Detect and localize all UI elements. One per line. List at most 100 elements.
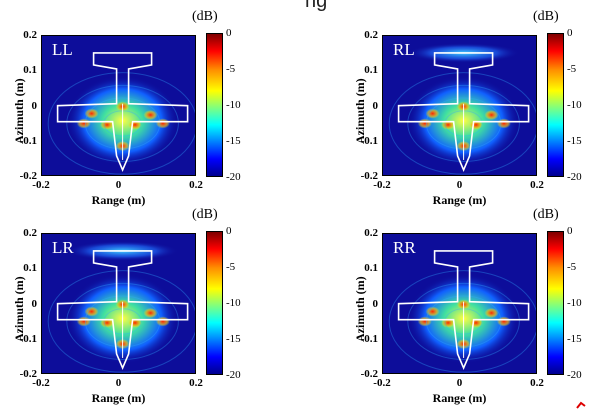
hot-spot bbox=[155, 316, 170, 327]
y-tick-label: -0.2 bbox=[360, 368, 378, 380]
y-tick-label: 0 bbox=[372, 297, 379, 310]
interference-ring bbox=[66, 84, 179, 162]
hot-spot bbox=[417, 118, 432, 129]
x-tick-label: -0.2 bbox=[32, 179, 50, 191]
interference-ring bbox=[47, 72, 195, 175]
y-tick-label: 0.2 bbox=[364, 29, 378, 41]
x-tick-label: 0 bbox=[456, 377, 463, 389]
y-tick-label: -0.1 bbox=[19, 332, 37, 345]
x-tick-label: 0.2 bbox=[189, 377, 203, 389]
heatmap-plot-area: LL bbox=[41, 35, 196, 176]
chart-panel: (dB) RL 0.2 0.1 0 -0.1 -0.2 -0.2 0 0.2 Range (m) A… bbox=[341, 0, 586, 210]
colorbar bbox=[547, 33, 564, 177]
chart-panel: (dB) LL 0.2 0.1 0 -0.1 -0.2 -0.2 0 0.2 Range (m) A… bbox=[0, 0, 245, 210]
colorbar-tick-label: -10 bbox=[567, 99, 582, 111]
colorbar-tick-label: -5 bbox=[226, 63, 236, 75]
hot-spot bbox=[155, 118, 170, 129]
colorbar-tick-label: -15 bbox=[226, 333, 241, 345]
hot-spot bbox=[143, 307, 158, 318]
x-axis-label: Range (m) bbox=[432, 193, 487, 207]
y-axis-label: Azimuth (m) bbox=[353, 275, 367, 342]
hot-spot bbox=[84, 306, 99, 317]
colorbar-unit-label: (dB) bbox=[533, 207, 559, 222]
x-tick-label: -0.2 bbox=[373, 179, 391, 191]
title-fragment: ng bbox=[305, 0, 328, 12]
aircraft-outline bbox=[56, 52, 189, 172]
heatmap-plot-area: LR bbox=[41, 233, 196, 374]
aircraft-outline bbox=[56, 250, 189, 370]
pointer-cursor-icon bbox=[576, 401, 586, 409]
hot-spot bbox=[417, 316, 432, 327]
polarization-label: RL bbox=[393, 40, 415, 59]
interference-ring bbox=[407, 84, 520, 162]
scattering-image bbox=[47, 241, 195, 373]
colorbar-tick-label: -10 bbox=[567, 297, 582, 309]
colorbar-tick-label: -20 bbox=[567, 171, 582, 183]
y-tick-label: -0.1 bbox=[360, 332, 378, 345]
x-tick-label: -0.2 bbox=[373, 377, 391, 389]
x-tick-label: 0.2 bbox=[530, 377, 544, 389]
colorbar-unit-label: (dB) bbox=[192, 207, 218, 222]
hot-spot bbox=[425, 108, 440, 119]
colorbar-tick-label: 0 bbox=[567, 27, 573, 39]
colorbar-tick-label: 0 bbox=[226, 225, 232, 237]
colorbar-tick-label: -15 bbox=[226, 135, 241, 147]
colorbar-tick-label: -15 bbox=[567, 333, 582, 345]
y-axis-label: Azimuth (m) bbox=[12, 77, 26, 144]
x-axis-label: Range (m) bbox=[91, 391, 146, 405]
y-tick-label: 0 bbox=[31, 99, 38, 112]
hot-spot bbox=[496, 118, 511, 129]
heatmap-plot-area: RR bbox=[382, 233, 537, 374]
x-tick-label: 0 bbox=[456, 179, 463, 191]
x-axis-label: Range (m) bbox=[91, 193, 146, 207]
polarization-label: LR bbox=[52, 238, 74, 257]
y-tick-label: 0.2 bbox=[364, 227, 378, 239]
colorbar-tick-label: -10 bbox=[226, 99, 241, 111]
y-tick-label: -0.2 bbox=[19, 368, 37, 380]
interference-ring bbox=[407, 282, 520, 360]
colorbar-tick-label: -5 bbox=[226, 261, 236, 273]
y-tick-label: 0 bbox=[372, 99, 379, 112]
aircraft-outline bbox=[397, 250, 530, 370]
x-tick-label: 0.2 bbox=[189, 179, 203, 191]
colorbar-tick-label: -20 bbox=[226, 369, 241, 381]
hot-spot bbox=[496, 316, 511, 327]
hot-spot bbox=[84, 108, 99, 119]
x-tick-label: 0.2 bbox=[530, 179, 544, 191]
colorbar-unit-label: (dB) bbox=[533, 9, 559, 24]
y-tick-label: -0.2 bbox=[19, 170, 37, 182]
y-tick-label: 0.2 bbox=[23, 227, 37, 239]
polarization-label: RR bbox=[393, 238, 416, 257]
hot-spot bbox=[76, 316, 91, 327]
chart-panel: (dB) LR 0.2 0.1 0 -0.1 -0.2 -0.2 0 0.2 Range (m) A… bbox=[0, 198, 245, 408]
colorbar-tick-label: -5 bbox=[567, 261, 577, 273]
y-tick-label: -0.1 bbox=[19, 134, 37, 147]
scattering-image bbox=[388, 43, 536, 175]
interference-ring bbox=[66, 282, 179, 360]
hot-spot bbox=[143, 109, 158, 120]
polarization-label: LL bbox=[52, 40, 73, 59]
colorbar-unit-label: (dB) bbox=[192, 9, 218, 24]
chart-panel: (dB) RR 0.2 0.1 0 -0.1 -0.2 -0.2 0 0.2 Range (m) A… bbox=[341, 198, 586, 408]
x-tick-label: -0.2 bbox=[32, 377, 50, 389]
y-tick-label: 0.1 bbox=[364, 64, 378, 77]
hot-spot bbox=[76, 118, 91, 129]
colorbar-tick-label: 0 bbox=[226, 27, 232, 39]
y-tick-label: 0 bbox=[31, 297, 38, 310]
y-axis-label: Azimuth (m) bbox=[353, 77, 367, 144]
interference-ring bbox=[388, 270, 536, 373]
colorbar-tick-label: 0 bbox=[567, 225, 573, 237]
interference-ring bbox=[47, 270, 195, 373]
hot-spot bbox=[484, 109, 499, 120]
scattering-image bbox=[47, 52, 195, 175]
hot-spot bbox=[425, 306, 440, 317]
y-axis-label: Azimuth (m) bbox=[12, 275, 26, 342]
heatmap-plot-area: RL bbox=[382, 35, 537, 176]
colorbar bbox=[206, 231, 223, 375]
scattering-image bbox=[388, 250, 536, 373]
colorbar-tick-label: -20 bbox=[226, 171, 241, 183]
colorbar-tick-label: -5 bbox=[567, 63, 577, 75]
interference-ring bbox=[388, 72, 536, 175]
colorbar-tick-label: -15 bbox=[567, 135, 582, 147]
y-tick-label: 0.1 bbox=[364, 262, 378, 275]
